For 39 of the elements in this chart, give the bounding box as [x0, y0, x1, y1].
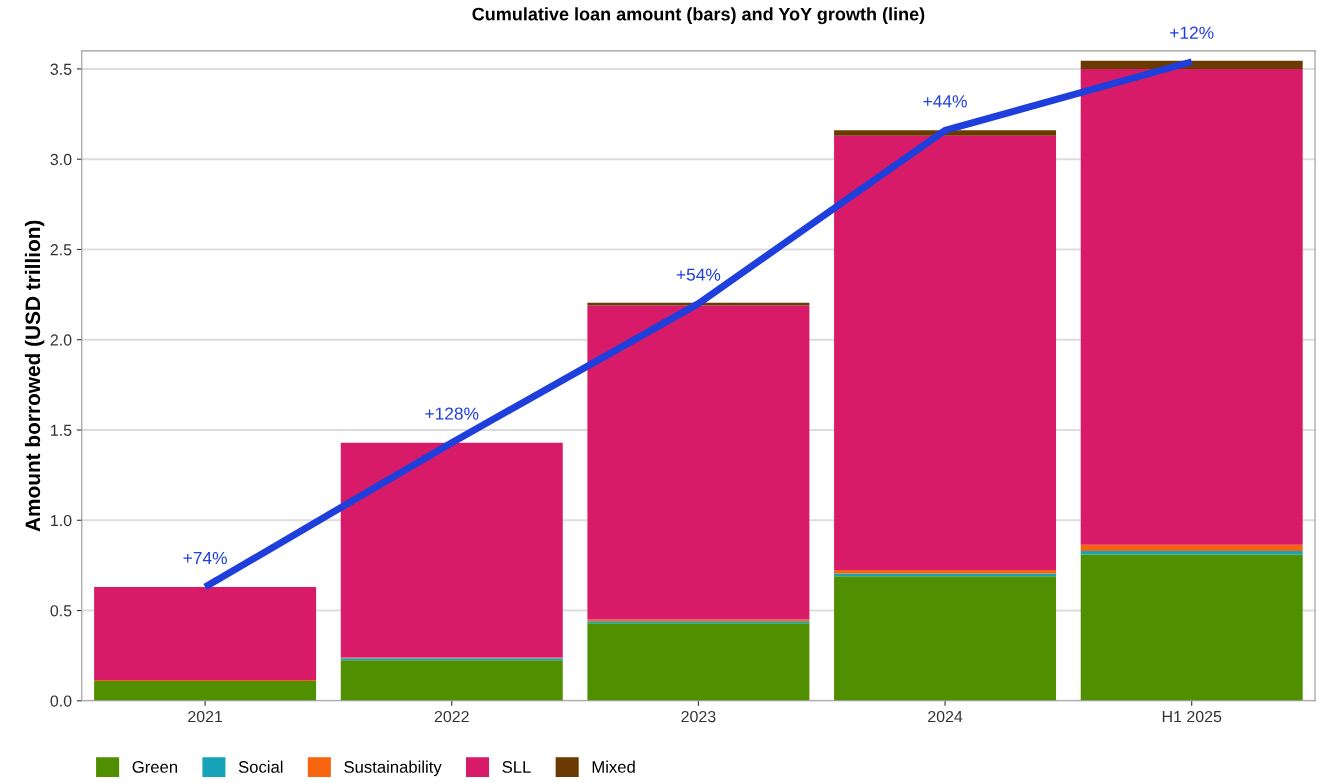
legend-label: Sustainability	[344, 760, 442, 777]
bar	[1080, 550, 1303, 555]
annotation: +74%	[183, 551, 227, 565]
y-tick-label: 3.5	[50, 63, 72, 75]
legend-label: Social	[238, 760, 283, 773]
x-tick-label: 2021	[188, 710, 223, 723]
y-tick-label: 0.0	[50, 695, 72, 707]
bar	[340, 442, 563, 658]
x-tick-label: 2022	[434, 710, 469, 723]
annotation: +44%	[923, 95, 967, 108]
bar	[1080, 554, 1303, 701]
bar	[834, 576, 1057, 701]
bar	[1080, 544, 1303, 551]
bar	[94, 587, 317, 681]
bar	[340, 660, 563, 701]
bar	[834, 135, 1057, 570]
x-tick-label: 2024	[928, 710, 963, 723]
y-tick-label: 0.5	[50, 605, 72, 617]
x-tick-label: 2023	[681, 710, 716, 723]
chart-title: Cumulative loan amount (bars) and YoY growth (line)	[472, 7, 925, 25]
x-tick-label: H1 2025	[1162, 710, 1222, 723]
legend-label: SLL	[502, 761, 531, 773]
y-tick-label: 1.0	[51, 514, 72, 527]
y-tick-label: 3.0	[50, 153, 72, 166]
bar	[1080, 68, 1303, 545]
y-tick-label: 2.0	[50, 334, 72, 346]
legend-label: Mixed	[592, 760, 635, 773]
annotation: +12%	[1170, 26, 1214, 39]
annotation: +54%	[676, 268, 721, 281]
legend-label: Green	[132, 761, 178, 773]
bar	[834, 569, 1057, 574]
y-tick-label: 1.5	[51, 424, 72, 436]
bar	[587, 623, 810, 701]
bar	[834, 130, 1057, 136]
bar	[587, 305, 810, 620]
annotation: +128%	[425, 407, 479, 420]
bar	[94, 680, 317, 701]
y-axis-title: Amount borrowed (USD trillion)	[24, 220, 45, 532]
y-tick-label: 2.5	[50, 244, 72, 256]
